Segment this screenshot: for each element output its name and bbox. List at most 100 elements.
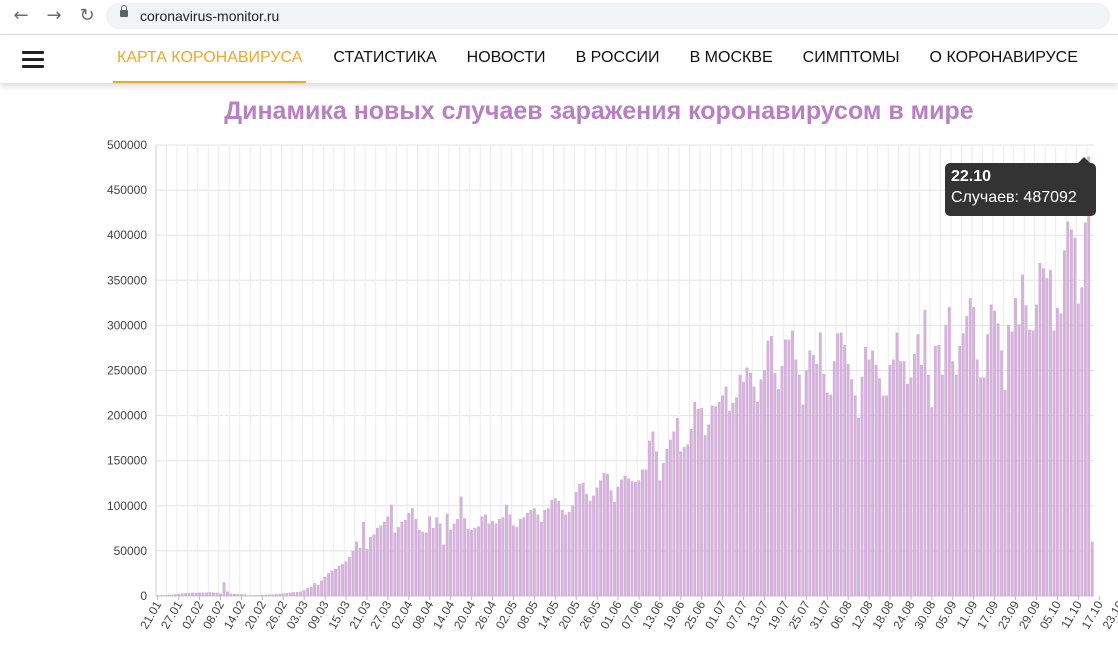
bar[interactable]	[198, 592, 201, 597]
bar[interactable]	[473, 528, 477, 597]
bar[interactable]	[1017, 324, 1021, 597]
bar[interactable]	[759, 379, 763, 597]
bar[interactable]	[843, 345, 847, 597]
bar[interactable]	[515, 527, 519, 597]
bar[interactable]	[585, 493, 589, 597]
bar[interactable]	[191, 592, 194, 597]
bar[interactable]	[393, 532, 397, 597]
bar[interactable]	[379, 525, 383, 597]
menu-item-moscow[interactable]: В МОСКВЕ	[689, 49, 773, 66]
bar[interactable]	[501, 517, 505, 597]
bar[interactable]	[302, 590, 306, 597]
bar[interactable]	[477, 526, 480, 597]
menu-item-statistics[interactable]: СТАТИСТИКА	[333, 49, 437, 66]
reload-icon[interactable]: ↻	[79, 5, 95, 26]
bar[interactable]	[602, 473, 606, 597]
bar[interactable]	[1073, 237, 1077, 597]
bar[interactable]	[1000, 350, 1003, 597]
bar[interactable]	[316, 585, 320, 597]
bar[interactable]	[484, 514, 487, 597]
menu-item-about[interactable]: О КОРОНАВИРУСЕ	[929, 49, 1078, 66]
bar[interactable]	[641, 469, 644, 597]
bar[interactable]	[651, 431, 655, 597]
bar[interactable]	[529, 510, 533, 597]
bar[interactable]	[362, 521, 365, 597]
bar[interactable]	[306, 588, 310, 597]
bar[interactable]	[445, 513, 449, 597]
bar[interactable]	[874, 364, 878, 597]
bar[interactable]	[337, 566, 341, 597]
bar[interactable]	[180, 593, 184, 597]
bar[interactable]	[421, 531, 425, 597]
bar[interactable]	[825, 392, 829, 597]
bar[interactable]	[637, 480, 641, 597]
bar[interactable]	[648, 440, 651, 597]
bar[interactable]	[410, 508, 414, 597]
bar[interactable]	[672, 431, 676, 597]
bar[interactable]	[993, 310, 996, 597]
bar[interactable]	[376, 528, 379, 597]
bar[interactable]	[567, 511, 571, 597]
bar[interactable]	[260, 594, 264, 597]
bar[interactable]	[797, 374, 801, 597]
bar[interactable]	[1021, 274, 1024, 597]
bar[interactable]	[414, 519, 418, 597]
bar[interactable]	[313, 583, 317, 597]
bar[interactable]	[675, 418, 679, 597]
bar[interactable]	[1083, 222, 1087, 597]
bar[interactable]	[1066, 221, 1070, 597]
bar[interactable]	[986, 334, 990, 597]
bar[interactable]	[215, 592, 219, 597]
bar[interactable]	[222, 582, 226, 597]
bar[interactable]	[752, 386, 756, 597]
bar[interactable]	[770, 336, 773, 597]
bar[interactable]	[961, 333, 965, 597]
bar[interactable]	[682, 447, 686, 597]
bar[interactable]	[710, 405, 714, 597]
bar[interactable]	[505, 504, 508, 597]
bar[interactable]	[170, 594, 174, 597]
bar[interactable]	[383, 521, 386, 597]
bar[interactable]	[212, 592, 215, 597]
bar[interactable]	[365, 548, 369, 597]
bar[interactable]	[679, 451, 683, 597]
bar[interactable]	[1035, 304, 1038, 597]
bar[interactable]	[888, 364, 892, 597]
bar[interactable]	[564, 514, 568, 597]
bar[interactable]	[899, 361, 902, 597]
bar[interactable]	[288, 592, 292, 597]
bar[interactable]	[452, 523, 456, 597]
bar[interactable]	[438, 523, 442, 597]
bar[interactable]	[166, 595, 170, 597]
bar[interactable]	[655, 451, 658, 597]
bar[interactable]	[906, 383, 909, 597]
bar[interactable]	[257, 595, 261, 597]
bar[interactable]	[909, 377, 913, 597]
url-text[interactable]: coronavirus-monitor.ru	[140, 8, 280, 24]
bar[interactable]	[1080, 287, 1084, 597]
bar[interactable]	[689, 428, 693, 597]
bar[interactable]	[1045, 278, 1049, 597]
bar[interactable]	[1049, 270, 1052, 597]
bar[interactable]	[620, 479, 623, 597]
bar[interactable]	[714, 406, 718, 597]
bar[interactable]	[403, 520, 407, 597]
bar[interactable]	[543, 510, 547, 597]
hamburger-menu-icon[interactable]	[22, 51, 44, 69]
bar[interactable]	[871, 350, 874, 597]
bar[interactable]	[512, 525, 515, 597]
bar[interactable]	[498, 519, 501, 597]
bar[interactable]	[926, 374, 930, 597]
bar[interactable]	[431, 528, 435, 597]
bar[interactable]	[372, 534, 376, 597]
bar[interactable]	[491, 520, 494, 597]
bar[interactable]	[686, 444, 690, 597]
bar[interactable]	[1007, 325, 1010, 597]
bar[interactable]	[850, 379, 854, 597]
bar[interactable]	[539, 521, 543, 597]
bar[interactable]	[233, 594, 236, 597]
bar[interactable]	[184, 593, 188, 597]
bar[interactable]	[519, 519, 522, 597]
bar[interactable]	[944, 325, 948, 597]
bar[interactable]	[916, 334, 920, 597]
